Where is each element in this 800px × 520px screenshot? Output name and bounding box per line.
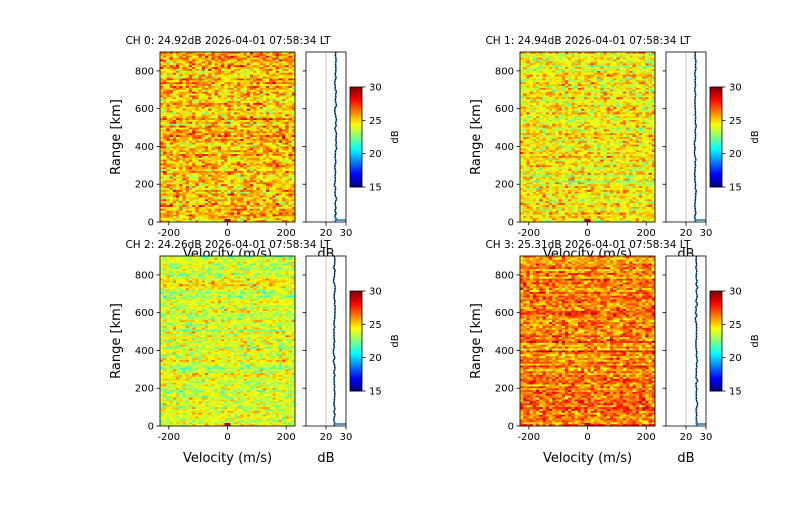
y-tick-label: 400 bbox=[135, 142, 154, 153]
profile-x-tick-label: 20 bbox=[320, 228, 333, 239]
colorbar-tick-label: 15 bbox=[369, 183, 382, 194]
y-tick-label: 0 bbox=[148, 218, 154, 229]
panel-ch0: CH 0: 24.92dB 2026-04-01 07:58:34 LT -200… bbox=[109, 35, 401, 262]
colorbar-tick-label: 30 bbox=[369, 83, 382, 94]
colorbar-tick-label: 20 bbox=[369, 149, 382, 160]
y-tick-label: 600 bbox=[135, 104, 154, 115]
x-tick-label: 200 bbox=[277, 228, 296, 239]
panel-title: CH 0: 24.92dB 2026-04-01 07:58:34 LT bbox=[125, 35, 331, 47]
profile-x-tick-label: 30 bbox=[340, 228, 353, 239]
colorbar-label: dB bbox=[390, 130, 401, 143]
heatmap bbox=[160, 52, 295, 222]
y-tick-label: 800 bbox=[135, 66, 154, 77]
x-tick-label: 0 bbox=[224, 228, 230, 239]
colorbar-tick-label: 25 bbox=[369, 116, 382, 127]
y-axis-label: Range [km] bbox=[109, 99, 124, 175]
x-tick-label: -200 bbox=[157, 228, 180, 239]
dc-peak-mark bbox=[225, 219, 231, 222]
panel-title: CH 1: 24.94dB 2026-04-01 07:58:34 LT bbox=[485, 35, 691, 47]
heatmap bbox=[520, 52, 655, 222]
y-tick-label: 200 bbox=[135, 180, 154, 191]
colorbar bbox=[350, 87, 362, 187]
panel-ch1: CH 1: 24.94dB 2026-04-01 07:58:34 LT-200… bbox=[469, 35, 761, 262]
